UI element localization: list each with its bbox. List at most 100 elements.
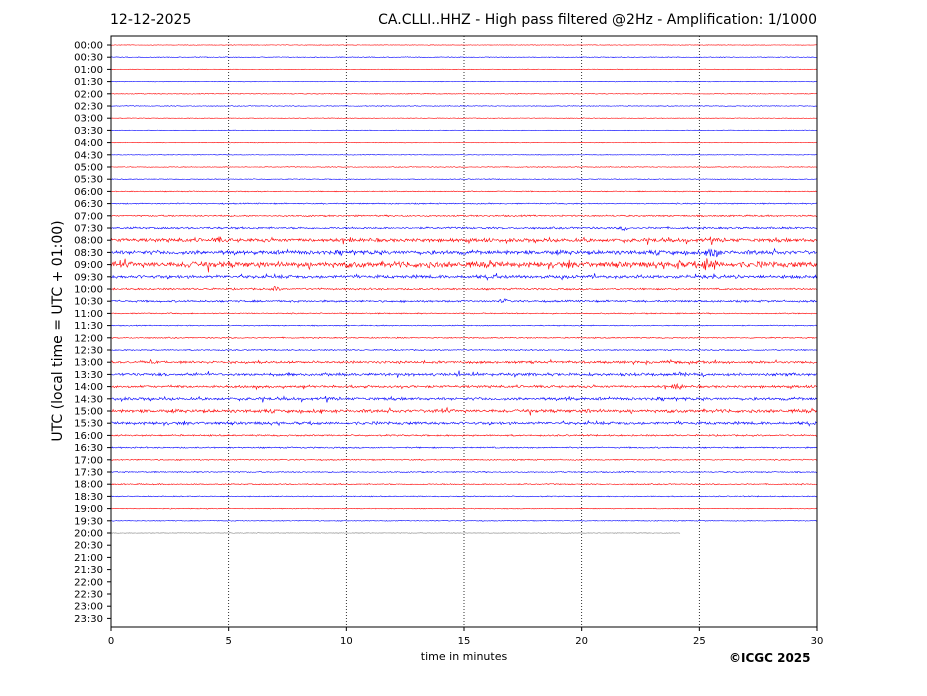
y-tick-label: 07:00 [74,211,103,222]
y-tick-label: 16:00 [74,431,103,442]
y-tick-label: 11:00 [74,309,103,320]
y-tick-label: 15:30 [74,419,103,430]
trace-line [110,226,818,232]
chart-title: CA.CLLI..HHZ - High pass filtered @2Hz -… [378,12,817,28]
y-tick-label: 05:30 [74,175,103,186]
plot-frame [110,35,818,628]
trace-line [110,312,818,315]
trace-line [110,190,818,193]
trace-line [110,336,818,339]
trace-line [110,68,818,71]
trace-line [110,178,818,181]
y-tick-label: 22:00 [74,577,103,588]
y-tick-label: 19:00 [74,504,103,515]
y-tick-label: 01:00 [74,65,103,76]
x-tick-label: 20 [575,636,588,647]
copyright-notice: ©ICGC 2025 [729,651,811,665]
y-tick-label: 12:00 [74,333,103,344]
y-tick-label: 21:30 [74,565,103,576]
y-tick-label: 19:30 [74,516,103,527]
y-tick-label: 07:30 [74,224,103,235]
x-tick-label: 0 [108,636,114,647]
trace-line [110,141,818,144]
y-tick-label: 10:30 [74,297,103,308]
y-tick-label: 14:00 [74,382,103,393]
y-tick-label: 21:00 [74,553,103,564]
trace-line [111,214,818,218]
y-tick-label: 00:30 [74,53,103,64]
y-tick-label: 23:00 [74,602,103,613]
trace-line [110,202,818,205]
y-tick-label: 10:00 [74,285,103,296]
trace-line [110,383,818,391]
trace-line [110,470,818,474]
y-tick-label: 02:00 [74,89,103,100]
trace-line [110,532,681,534]
y-tick-label: 00:00 [74,41,103,52]
trace-line [110,458,818,461]
trace-line [110,56,818,59]
y-tick-label: 03:30 [74,126,103,137]
y-axis-label: UTC (local time = UTC + 01:00) [50,220,66,441]
y-tick-label: 20:00 [74,529,103,540]
trace-line [110,495,818,498]
trace-line [110,298,818,303]
y-tick-label: 18:30 [74,492,103,503]
trace-line [110,406,818,416]
y-tick-label: 12:30 [74,346,103,357]
chart-date: 12-12-2025 [110,12,192,28]
y-tick-label: 06:30 [74,199,103,210]
y-tick-label: 13:00 [74,358,103,369]
y-tick-label: 05:00 [74,163,103,174]
trace-line [110,105,818,107]
y-tick-label: 14:30 [74,394,103,405]
trace-line [110,247,818,258]
trace-line [110,166,818,168]
trace-line [110,519,818,522]
trace-line [110,272,818,281]
y-tick-label: 04:00 [74,138,103,149]
x-axis-label: time in minutes [421,650,508,663]
x-tick-label: 5 [225,636,231,647]
trace-line [110,419,818,427]
trace-line [110,433,818,437]
trace-line [110,483,818,486]
trace-line [110,258,818,273]
y-tick-label: 15:00 [74,407,103,418]
trace-line [110,129,818,132]
trace-line [110,370,818,378]
y-tick-label: 13:30 [74,370,103,381]
y-tick-label: 03:00 [74,114,103,125]
trace-line [110,395,818,403]
trace-line [110,80,818,83]
x-axis-ticks: 0 5 10 15 20 25 30 [108,627,823,647]
trace-line [110,44,818,46]
y-tick-label: 08:00 [74,236,103,247]
y-tick-label: 18:00 [74,480,103,491]
x-tick-label: 15 [458,636,471,647]
trace-line [110,324,818,327]
y-tick-label: 23:30 [74,614,103,625]
y-tick-label: 08:30 [74,248,103,259]
y-tick-label: 16:30 [74,443,103,454]
trace-line [110,236,818,246]
y-tick-label: 06:00 [74,187,103,198]
y-tick-label: 02:30 [74,102,103,113]
trace-line [110,117,818,119]
y-tick-label: 22:30 [74,590,103,601]
x-tick-label: 10 [340,636,353,647]
y-tick-label: 01:30 [74,77,103,88]
y-tick-label: 17:30 [74,468,103,479]
trace-line [110,358,818,366]
seismic-traces [110,44,818,534]
trace-line [110,92,818,95]
y-tick-label: 09:00 [74,260,103,271]
y-tick-label: 04:30 [74,150,103,161]
trace-line [110,154,818,156]
y-tick-label: 20:30 [74,541,103,552]
x-tick-label: 25 [693,636,706,647]
grid-lines [228,36,700,627]
trace-line [110,285,818,292]
